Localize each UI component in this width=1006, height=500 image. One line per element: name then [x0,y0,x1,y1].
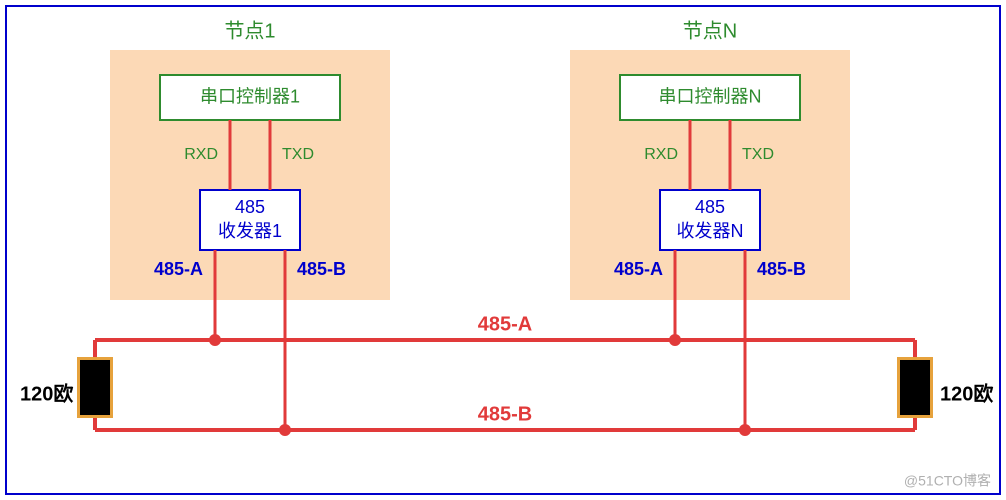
txd-label: TXD [282,146,314,163]
transceiver-l1: 485 [695,197,725,217]
junction-a [209,334,221,346]
resistor-body [80,360,110,415]
controller-label: 串口控制器N [659,86,762,106]
pin-a-label: 485-A [154,259,203,279]
node-title: 节点1 [224,19,275,42]
junction-a [669,334,681,346]
resistor-label: 120欧 [940,381,993,405]
transceiver-l1: 485 [235,197,265,217]
resistor-label: 120欧 [20,381,73,405]
rs485-diagram: 485-A 485-B 120欧 120欧 节点1 串口控制器1 485 收发器1 RXD TXD… [0,0,1006,500]
rxd-label: RXD [644,146,678,163]
watermark: @51CTO博客 [904,473,991,489]
junction-b [739,424,751,436]
transceiver-l2: 收发器N [677,221,744,241]
controller-label: 串口控制器1 [200,86,300,106]
pin-b-label: 485-B [757,259,806,279]
rxd-label: RXD [184,146,218,163]
node-title: 节点N [683,19,737,42]
junction-b [279,424,291,436]
resistor-body [900,360,930,415]
pin-b-label: 485-B [297,259,346,279]
transceiver-l2: 收发器1 [218,221,282,241]
pin-a-label: 485-A [614,259,663,279]
bus-a-label: 485-A [478,313,532,335]
txd-label: TXD [742,146,774,163]
bus-b-label: 485-B [478,403,532,425]
